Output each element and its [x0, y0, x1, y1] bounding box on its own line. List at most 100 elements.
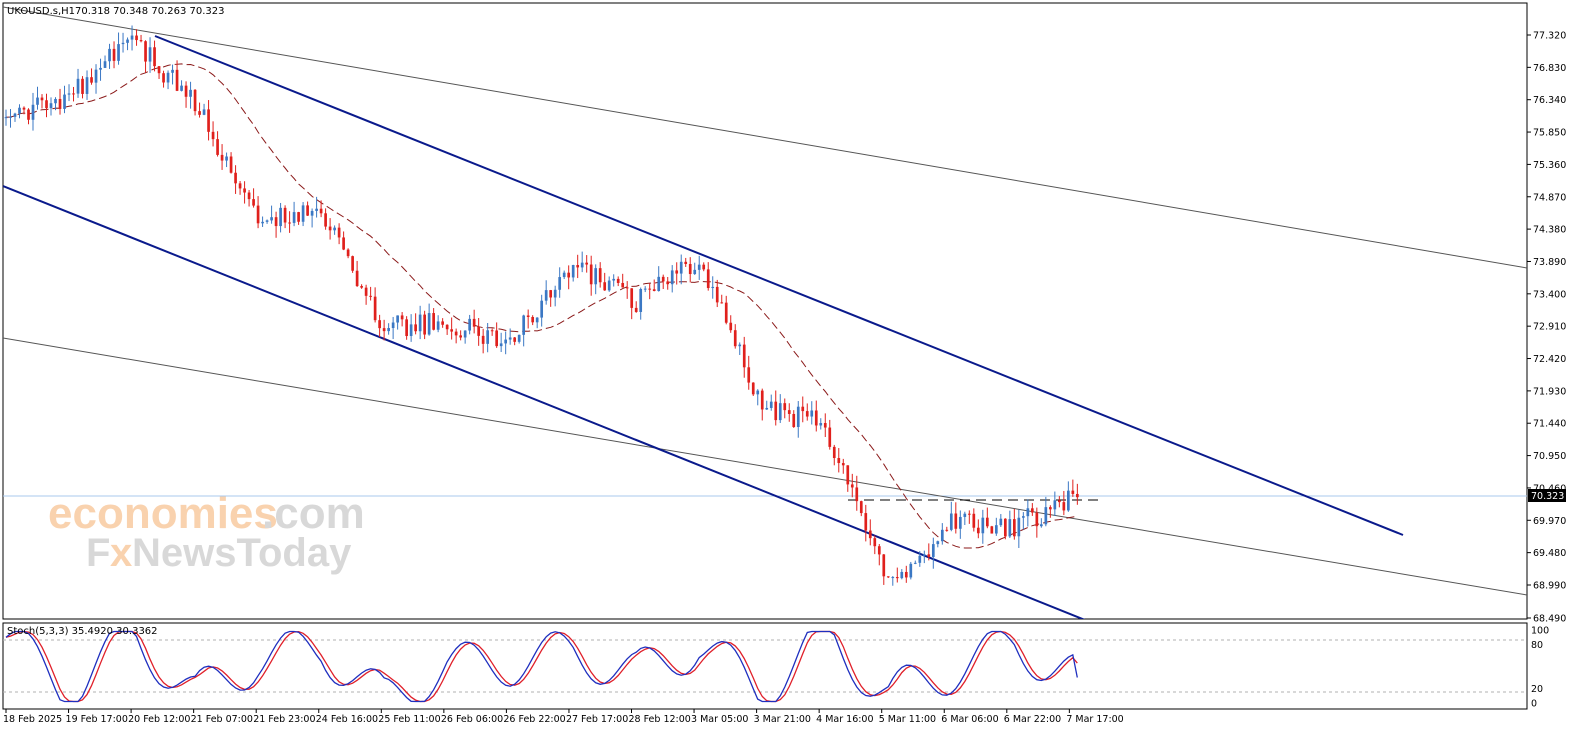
candle [189, 81, 192, 109]
candle [846, 465, 850, 492]
candle [40, 94, 44, 109]
candle [1076, 483, 1079, 505]
candle [432, 308, 435, 331]
candle [508, 328, 512, 345]
candle [112, 41, 116, 69]
candle [207, 100, 210, 141]
candle [738, 342, 742, 356]
candle [814, 400, 818, 432]
candle [454, 328, 458, 344]
candle [211, 121, 215, 147]
candle [900, 569, 904, 580]
candle [238, 181, 242, 195]
candle [139, 34, 143, 43]
candle [571, 264, 575, 282]
candle [567, 265, 571, 290]
candle [796, 401, 800, 438]
candle [603, 272, 607, 291]
candle [265, 219, 269, 224]
candle [234, 165, 237, 194]
price-tick-label: 72.420 [1533, 354, 1566, 365]
candle [292, 201, 296, 227]
time-tick-label: 3 Mar 21:00 [754, 714, 811, 725]
candle [252, 188, 255, 208]
candle [94, 64, 98, 94]
candle [661, 274, 665, 290]
candle [639, 287, 643, 320]
candle [715, 279, 719, 308]
candle [679, 254, 683, 285]
candle [684, 257, 688, 267]
candle [877, 544, 881, 566]
candle [630, 288, 634, 320]
candle [967, 510, 971, 524]
candle [1039, 518, 1043, 528]
candle [58, 88, 62, 115]
candle [778, 394, 782, 423]
candle [648, 283, 652, 300]
price-tick-label: 76.830 [1533, 63, 1566, 74]
candle [1035, 507, 1039, 538]
candle [612, 274, 616, 287]
candle [585, 255, 589, 273]
candle [931, 537, 935, 569]
candle [625, 281, 629, 299]
time-tick-label: 6 Mar 06:00 [941, 714, 998, 725]
candle [45, 93, 48, 118]
candle [306, 201, 309, 216]
candle [666, 276, 670, 290]
price-tick-label: 74.870 [1533, 192, 1566, 203]
candle [148, 37, 152, 73]
candle [342, 231, 345, 251]
price-tick-label: 71.440 [1533, 419, 1566, 430]
candle [1071, 479, 1075, 497]
candle [270, 205, 273, 224]
candle [1053, 491, 1057, 516]
candle [504, 331, 508, 355]
candle [346, 248, 350, 259]
candle [706, 262, 710, 291]
candle [27, 108, 30, 125]
candle [157, 65, 161, 79]
price-tick-label: 76.340 [1533, 95, 1566, 106]
stoch-levels [3, 639, 1527, 693]
stoch-pane-frame [2, 622, 1528, 710]
candle [18, 104, 21, 119]
watermark-fx-x: x [110, 531, 132, 575]
stoch-signal-line [5, 630, 1078, 703]
candle [994, 517, 998, 536]
candle [540, 294, 544, 327]
candle [445, 324, 449, 335]
candle [958, 510, 962, 539]
candle [396, 315, 399, 330]
candle [918, 551, 922, 567]
candle [810, 401, 814, 425]
candle [324, 208, 327, 230]
candle [490, 328, 494, 336]
candle [688, 257, 692, 283]
time-tick-label: 21 Feb 07:00 [191, 714, 253, 725]
candle [463, 330, 467, 344]
stoch-main-line [5, 630, 1078, 703]
candle [828, 419, 832, 450]
candle [522, 314, 526, 347]
symbol-timeframe: UKOUSD.s,H1 [7, 6, 75, 17]
time-tick-label: 26 Feb 06:00 [441, 714, 503, 725]
time-tick-label: 26 Feb 22:00 [503, 714, 565, 725]
candle [589, 255, 593, 296]
candle [135, 29, 138, 46]
candle [1067, 481, 1070, 512]
candle [297, 211, 300, 225]
candle [544, 280, 548, 305]
stoch-level-label: 80 [1531, 640, 1543, 651]
candle [850, 473, 854, 498]
candle [652, 279, 656, 292]
candle [409, 314, 413, 342]
candle [378, 314, 381, 338]
price-tick-label: 74.380 [1533, 225, 1566, 236]
candle [333, 225, 336, 235]
candle [801, 396, 805, 423]
candle [166, 70, 170, 90]
candle [319, 200, 323, 218]
